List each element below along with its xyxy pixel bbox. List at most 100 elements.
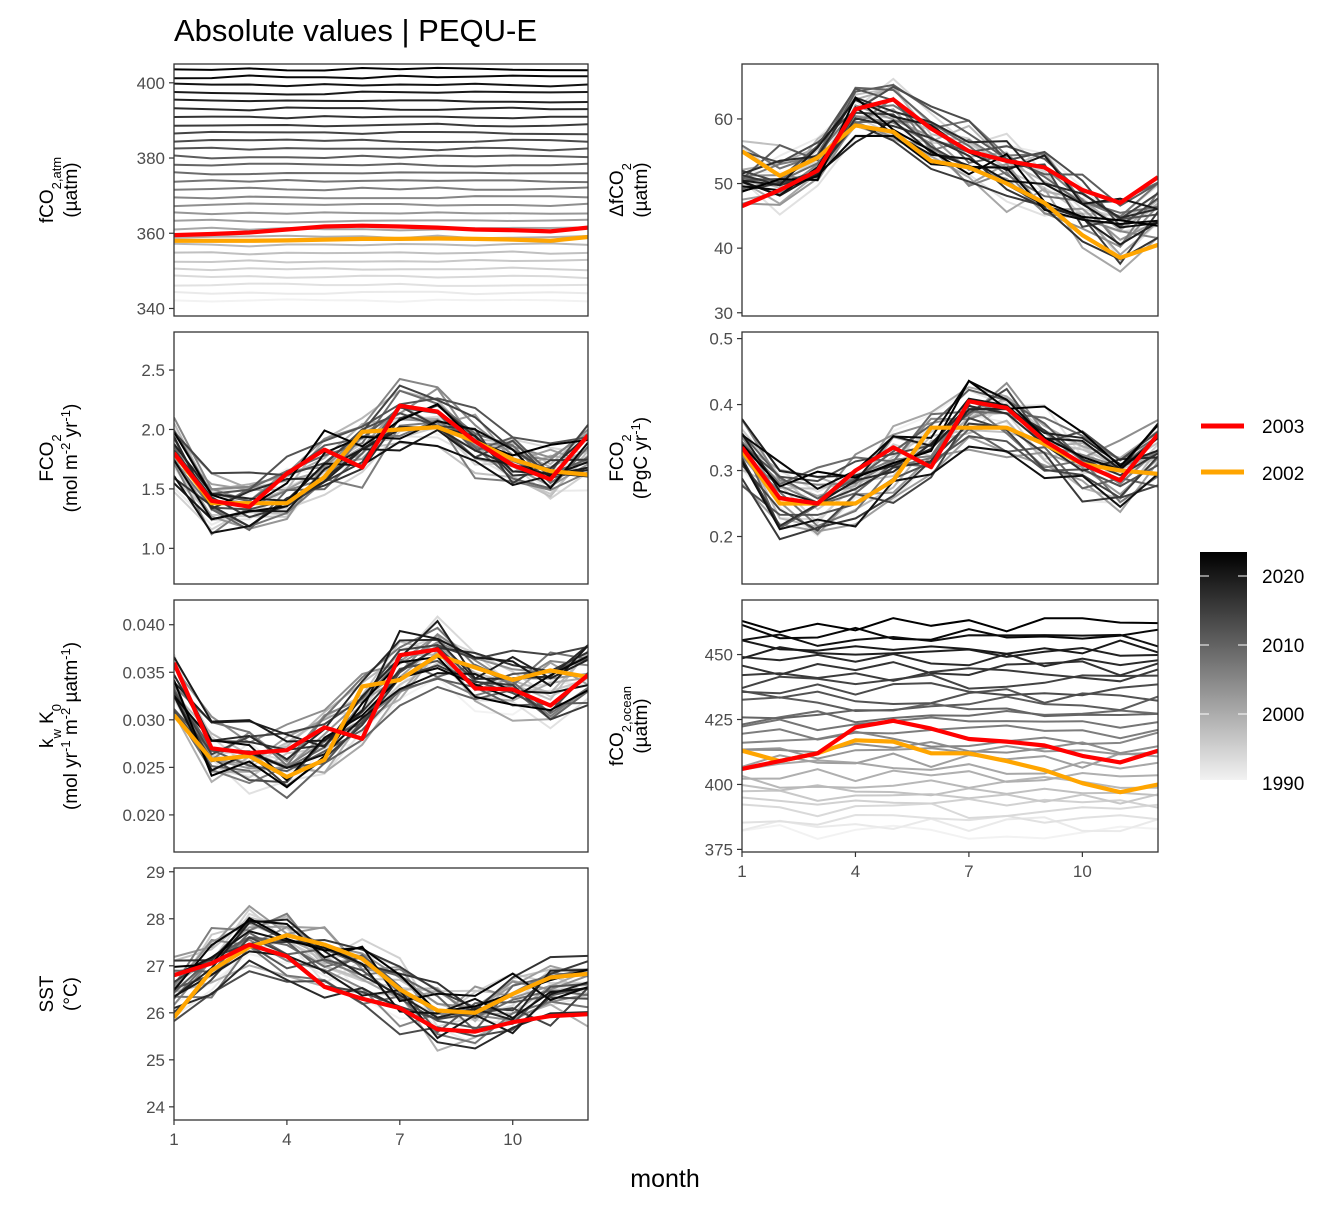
background-year-line — [174, 936, 588, 1034]
y-tick-label: 1.0 — [141, 539, 165, 558]
legend-highlight-years: 2003 2002 — [1201, 417, 1304, 485]
background-years-fco2ocean — [742, 617, 1158, 841]
y-axis-title: FCO2(PgC yr-1) — [607, 417, 652, 499]
x-axis-title: month — [630, 1165, 699, 1193]
background-year-line — [174, 648, 588, 774]
background-year-line — [742, 802, 1158, 820]
y-axis-title: fCO2,ocean(µatm) — [607, 686, 652, 766]
background-year-line — [174, 950, 588, 1040]
background-year-line — [174, 918, 588, 1022]
series-line-2002 — [742, 123, 1158, 260]
y-tick-label: 28 — [146, 910, 165, 929]
legend-2002-label: 2002 — [1262, 464, 1304, 485]
y-tick-label: 2.0 — [141, 420, 165, 439]
background-year-line — [742, 789, 1158, 805]
colorbar-gradient — [1200, 552, 1247, 780]
background-year-line — [174, 290, 588, 296]
background-year-line — [742, 77, 1158, 218]
series-dfco2 — [742, 97, 1158, 260]
background-year-line — [174, 122, 588, 128]
background-year-line — [742, 104, 1158, 241]
background-year-line — [174, 282, 588, 287]
background-year-line — [742, 695, 1158, 713]
panel-kwk0: 0.020 0.025 0.030 0.035 0.040 kw K0(mol yr-1 … — [37, 599, 589, 853]
y-tick-label: 0.030 — [122, 711, 165, 730]
background-year-line — [174, 274, 588, 280]
y-tick-label: 26 — [146, 1004, 165, 1023]
y-tick-label: 24 — [146, 1098, 165, 1117]
x-tick-label: 10 — [1073, 862, 1092, 881]
y-tick-label: 25 — [146, 1051, 165, 1070]
x-tick-label: 7 — [964, 862, 973, 881]
series-line-2003 — [742, 399, 1158, 506]
background-year-line — [174, 435, 588, 522]
x-tick-label: 7 — [395, 1130, 404, 1149]
x-tick-label: 4 — [282, 1130, 291, 1149]
y-tick-label: 0.4 — [709, 396, 733, 415]
background-year-line — [174, 266, 588, 272]
y-tick-label: 0.035 — [122, 663, 165, 682]
background-year-line — [174, 98, 588, 104]
x-tick-label: 4 — [851, 862, 860, 881]
background-year-line — [174, 907, 588, 1021]
series-line-2002 — [174, 653, 588, 779]
background-year-line — [174, 82, 588, 88]
series-line-2003 — [742, 97, 1158, 209]
background-year-line — [174, 931, 588, 1032]
background-year-line — [174, 106, 588, 112]
background-year-line — [174, 130, 588, 136]
y-tick-label: 380 — [137, 149, 165, 168]
y-tick-label: 0.3 — [709, 462, 733, 481]
background-year-line — [742, 639, 1158, 655]
series-kwk0 — [174, 647, 588, 779]
y-tick-label: 40 — [714, 239, 733, 258]
background-year-line — [174, 619, 588, 748]
background-year-line — [174, 930, 588, 1020]
background-year-line — [742, 646, 1158, 660]
background-year-line — [742, 386, 1158, 498]
background-year-line — [742, 624, 1158, 641]
background-year-line — [174, 250, 588, 256]
background-year-line — [742, 824, 1158, 841]
y-tick-label: 0.5 — [709, 330, 733, 349]
background-year-line — [742, 724, 1158, 741]
series-line-2002 — [174, 425, 588, 506]
background-year-line — [742, 730, 1158, 748]
background-year-line — [174, 146, 588, 152]
colorbar-label-2020: 2020 — [1262, 567, 1304, 588]
background-year-line — [174, 186, 588, 192]
background-year-line — [742, 744, 1158, 760]
y-axis-title: kw K0(mol yr-1 m-2 µatm-1) — [37, 642, 82, 810]
background-year-line — [742, 379, 1158, 491]
y-tick-label: 0.025 — [122, 758, 165, 777]
x-tick-label: 1 — [169, 1130, 178, 1149]
series-fco2flux_total — [742, 399, 1158, 506]
background-year-line — [174, 162, 588, 168]
y-tick-label: 450 — [705, 646, 733, 665]
background-year-line — [742, 410, 1158, 486]
legend-year-colorbar: 2020 2010 2000 1990 — [1200, 552, 1304, 795]
background-years-kwk0 — [174, 615, 588, 800]
y-tick-label: 2.5 — [141, 361, 165, 380]
background-year-line — [174, 171, 588, 176]
background-year-line — [174, 195, 588, 200]
background-years-fco2flux_area — [174, 377, 588, 536]
y-tick-label: 375 — [705, 840, 733, 859]
background-year-line — [174, 959, 588, 1050]
background-year-line — [174, 211, 588, 216]
background-year-line — [174, 115, 588, 120]
background-year-line — [174, 90, 588, 96]
background-lines-layer — [174, 66, 1158, 1052]
background-year-line — [174, 242, 588, 248]
panel-frame — [173, 867, 589, 1121]
background-year-line — [174, 920, 588, 1012]
background-year-line — [742, 96, 1158, 219]
panel-fco2ocean: 375 400 425 450 1 4 7 10 fCO2,ocean(µatm) — [607, 599, 1159, 881]
colorbar-label-2010: 2010 — [1262, 636, 1304, 657]
background-year-line — [174, 406, 588, 503]
series-fco2ocean — [742, 718, 1158, 795]
background-year-line — [742, 416, 1158, 532]
y-axis-title: FCO2(mol m-2 yr-1) — [37, 404, 82, 513]
y-tick-label: 60 — [714, 110, 733, 129]
